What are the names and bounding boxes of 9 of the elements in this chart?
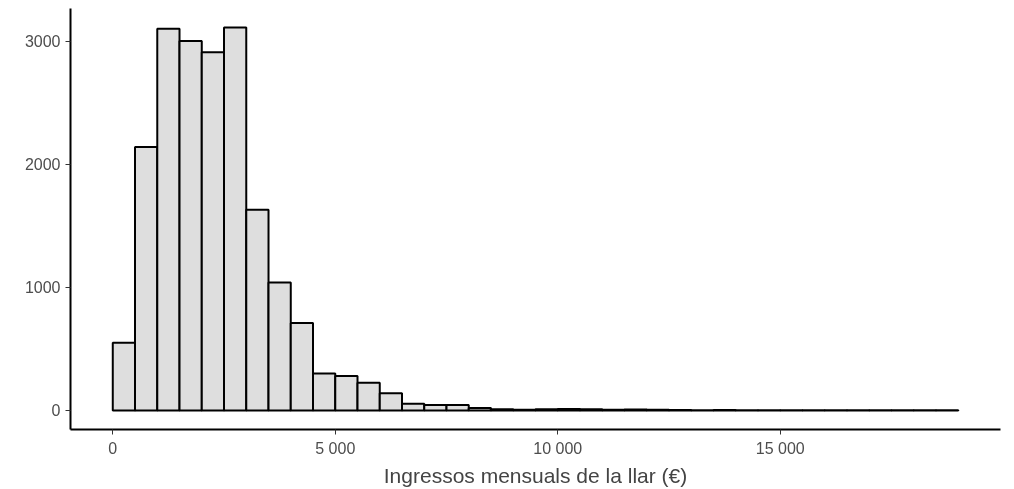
x-tick-label: 0: [108, 439, 118, 457]
y-tick-label: 3000: [24, 33, 61, 51]
x-tick-label: 10 000: [533, 439, 583, 457]
x-tick-label: 15 000: [755, 439, 805, 457]
y-tick-label: 1000: [24, 279, 61, 297]
x-axis-title: Ingressos mensuals de la llar (€): [383, 463, 688, 487]
y-tick-label: 2000: [24, 156, 61, 174]
x-tick-label: 5 000: [315, 439, 356, 457]
y-tick-label: 0: [51, 402, 61, 420]
